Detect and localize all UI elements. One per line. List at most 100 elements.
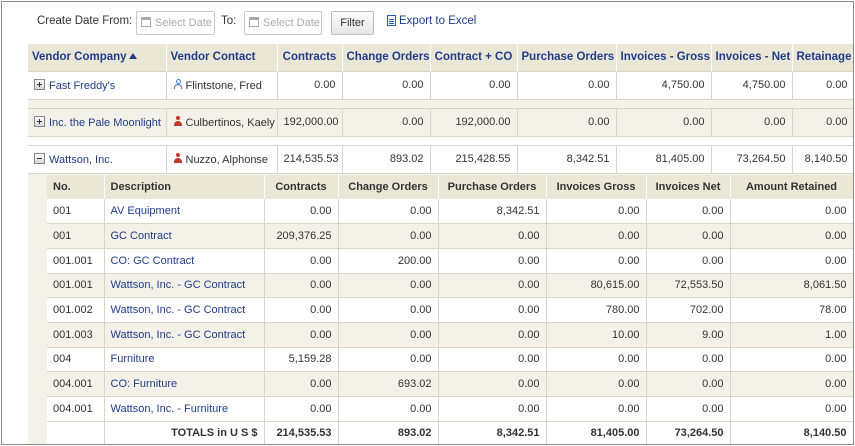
detail-row: 004.001 Wattson, Inc. - Furniture 0.00 0.00…: [47, 396, 853, 422]
calendar-icon: [141, 17, 151, 27]
detail-invoices-gross: 10.00: [546, 322, 647, 348]
export-to-excel-link[interactable]: Export to Excel: [387, 15, 476, 27]
detail-description[interactable]: Wattson, Inc. - GC Contract: [104, 322, 265, 348]
vendor-header-row: Vendor Company Vendor Contact Contracts …: [28, 44, 853, 71]
detail-contracts: 0.00: [264, 322, 339, 348]
date-to-input[interactable]: Select Date: [244, 11, 322, 35]
collapse-minus-icon[interactable]: [34, 152, 45, 164]
col-vendor-company[interactable]: Vendor Company: [28, 44, 167, 71]
cell-retainage: 8,140.50: [792, 144, 853, 174]
col-contract-plus-co[interactable]: Contract + CO: [430, 44, 518, 71]
detail-invoices-gross: 0.00: [546, 223, 647, 249]
detail-no: 001.002: [47, 297, 105, 323]
detail-row: 001.003 Wattson, Inc. - GC Contract 0.00 0.…: [47, 322, 853, 348]
detail-col-description[interactable]: Description: [104, 175, 265, 199]
detail-col-no[interactable]: No.: [47, 175, 105, 199]
detail-invoices-gross: 0.00: [546, 347, 647, 373]
detail-description[interactable]: CO: Furniture: [104, 371, 265, 397]
col-change-orders[interactable]: Change Orders: [342, 44, 431, 71]
detail-amount-retained: 0.00: [730, 248, 853, 274]
detail-invoices-gross: 0.00: [546, 199, 647, 225]
cell-invoices-gross: 81,405.00: [616, 144, 712, 174]
detail-invoices-gross: 0.00: [546, 248, 647, 274]
detail-purchase-orders: 0.00: [438, 396, 547, 422]
detail-purchase-orders: 0.00: [438, 248, 547, 274]
col-contracts[interactable]: Contracts: [277, 44, 343, 71]
col-vendor-contact[interactable]: Vendor Contact: [166, 44, 278, 71]
detail-header-row: No. Description Contracts Change Orders …: [47, 175, 853, 199]
col-purchase-orders[interactable]: Purchase Orders: [517, 44, 617, 71]
cell-invoices-net: 4,750.00: [711, 70, 793, 100]
detail-description[interactable]: Furniture: [104, 347, 265, 373]
vendor-contact-cell: Flintstone, Fred: [166, 70, 278, 100]
detail-invoices-net: 0.00: [646, 248, 731, 274]
detail-purchase-orders: 0.00: [438, 297, 547, 323]
totals-invoices-gross: 81,405.00: [546, 421, 647, 444]
to-label: To:: [221, 15, 237, 27]
detail-invoices-gross: 0.00: [546, 396, 647, 422]
cell-contract-plus-co: 0.00: [430, 70, 518, 100]
cell-change-orders: 0.00: [342, 107, 431, 137]
detail-purchase-orders: 0.00: [438, 371, 547, 397]
detail-invoices-net: 0.00: [646, 199, 731, 225]
filter-toolbar: Create Date From: Select Date To: Select…: [2, 2, 853, 42]
detail-body: 001 AV Equipment 0.00 0.00 8,342.51 0.00 0.00 0…: [47, 199, 853, 444]
vendor-detail-panel: No. Description Contracts Change Orders …: [28, 174, 853, 444]
detail-contracts: 0.00: [264, 297, 339, 323]
date-from-input[interactable]: Select Date: [136, 11, 215, 35]
person-solid-icon: [173, 115, 183, 127]
detail-col-invoices-gross[interactable]: Invoices Gross: [546, 175, 647, 199]
totals-row: TOTALS in U S $214,535.53 893.02 8,342.51 8…: [47, 421, 853, 444]
export-label: Export to Excel: [399, 15, 477, 27]
vendor-company-link[interactable]: Wattson, Inc.: [49, 153, 113, 166]
vendor-company-link[interactable]: Fast Freddy's: [49, 79, 116, 92]
detail-amount-retained: 1.00: [730, 322, 853, 348]
detail-description[interactable]: Wattson, Inc. - GC Contract: [104, 273, 265, 299]
col-invoices-gross[interactable]: Invoices - Gross: [616, 44, 712, 71]
row-spacer: [28, 136, 853, 145]
expand-plus-icon[interactable]: [34, 115, 45, 127]
detail-description[interactable]: AV Equipment: [104, 199, 265, 225]
col-invoices-net[interactable]: Invoices - Net: [711, 44, 793, 71]
detail-col-contracts[interactable]: Contracts: [264, 175, 339, 199]
totals-invoices-net: 73,264.50: [646, 421, 731, 444]
detail-contracts: 209,376.25: [264, 223, 339, 249]
vendor-company-link[interactable]: Inc. the Pale Moonlight: [49, 116, 161, 129]
detail-description[interactable]: CO: GC Contract: [104, 248, 265, 274]
vendor-contact-cell: Culbertinos, Kaely: [166, 107, 278, 137]
detail-no: 001.001: [47, 273, 105, 299]
detail-description[interactable]: Wattson, Inc. - Furniture: [104, 396, 265, 422]
filter-button[interactable]: Filter: [331, 11, 374, 35]
detail-amount-retained: 0.00: [730, 223, 853, 249]
detail-invoices-net: 0.00: [646, 396, 731, 422]
detail-contracts: 0.00: [264, 371, 339, 397]
cell-retainage: 0.00: [792, 107, 853, 137]
detail-invoices-gross: 80,615.00: [546, 273, 647, 299]
cell-change-orders: 893.02: [342, 144, 431, 174]
detail-purchase-orders: 0.00: [438, 273, 547, 299]
detail-invoices-net: 0.00: [646, 347, 731, 373]
detail-row: 004 Furniture 5,159.28 0.00 0.00 0.00 0.00 0.00: [47, 347, 853, 373]
expand-plus-icon[interactable]: [34, 78, 45, 90]
cell-retainage: 0.00: [792, 70, 853, 100]
detail-row: 001.002 Wattson, Inc. - GC Contract 0.00 0.…: [47, 297, 853, 323]
detail-description[interactable]: GC Contract: [104, 223, 265, 249]
detail-change-orders: 0.00: [338, 347, 439, 373]
detail-col-amount-retained[interactable]: Amount Retained: [730, 175, 853, 199]
date-from-placeholder: Select Date: [155, 17, 212, 29]
detail-description[interactable]: Wattson, Inc. - GC Contract: [104, 297, 265, 323]
detail-change-orders: 693.02: [338, 371, 439, 397]
cell-contract-plus-co: 192,000.00: [430, 107, 518, 137]
col-retainage[interactable]: Retainage: [792, 44, 853, 71]
vendor-company-cell: Inc. the Pale Moonlight: [28, 107, 167, 137]
totals-blank-cell: [47, 421, 105, 444]
cell-purchase-orders: 0.00: [517, 70, 617, 100]
detail-col-invoices-net[interactable]: Invoices Net: [646, 175, 731, 199]
detail-col-purchase-orders[interactable]: Purchase Orders: [438, 175, 547, 199]
detail-amount-retained: 0.00: [730, 371, 853, 397]
detail-col-change-orders[interactable]: Change Orders: [338, 175, 439, 199]
detail-change-orders: 0.00: [338, 396, 439, 422]
person-outline-icon: [173, 78, 183, 90]
detail-row: 001 GC Contract 209,376.25 0.00 0.00 0.00 0.00…: [47, 223, 853, 249]
